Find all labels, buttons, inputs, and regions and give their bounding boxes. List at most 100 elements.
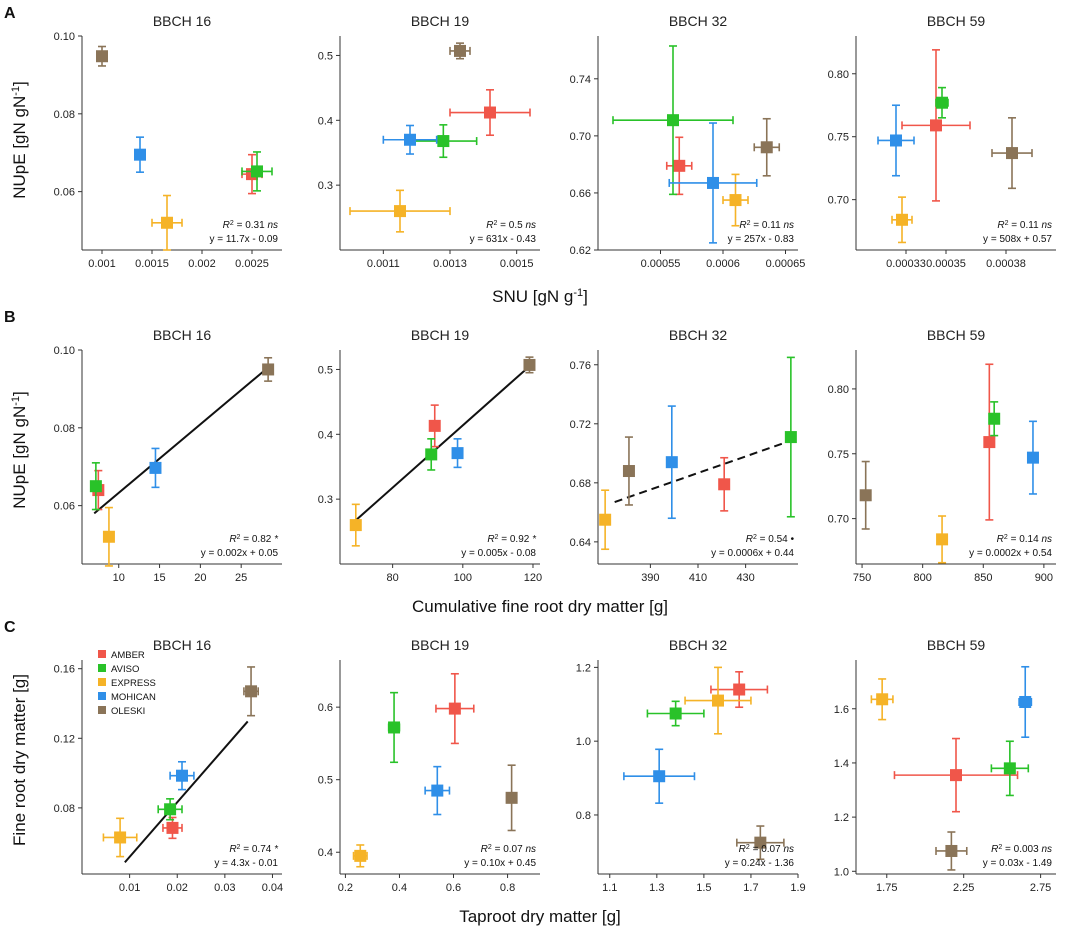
- y-tick-label: 0.75: [828, 449, 849, 461]
- point-mohican: [169, 760, 195, 791]
- x-tick-label: 120: [524, 572, 542, 584]
- point-marker: [251, 165, 263, 178]
- point-marker: [936, 533, 949, 546]
- r2-exponent: 2: [746, 844, 750, 851]
- y-tick-label: 1.2: [576, 662, 591, 674]
- regression-line: [353, 365, 531, 523]
- xlabel-row-c: Taproot dry matter [g]: [459, 907, 621, 926]
- r2-value: = 0.74: [240, 844, 274, 855]
- point-marker: [784, 431, 797, 444]
- point-aviso: [157, 798, 183, 821]
- y-tick-label: 0.4: [318, 115, 333, 127]
- y-tick-label: 0.5: [318, 775, 333, 787]
- r2-value: = 0.07: [492, 844, 526, 855]
- panel-title: BBCH 16: [153, 327, 212, 343]
- point-oleski: [736, 825, 785, 861]
- point-express: [936, 515, 949, 564]
- point-oleski: [243, 666, 259, 717]
- row-letter-a: A: [4, 5, 16, 22]
- point-amber: [665, 136, 693, 196]
- r2-value: = 0.07: [750, 844, 784, 855]
- x-tick-label: 0.00055: [641, 258, 681, 270]
- y-tick-label: 0.10: [54, 31, 75, 43]
- equation-label: y = 508x + 0.57: [983, 234, 1052, 245]
- x-tick-label: 0.4: [392, 882, 407, 894]
- equation-label: y = 0.24x - 1.36: [725, 858, 795, 869]
- y-tick-label: 0.72: [570, 419, 591, 431]
- point-aviso: [784, 356, 797, 518]
- point-express: [349, 189, 451, 233]
- point-marker: [1026, 451, 1039, 464]
- x-tick-label: 1.9: [790, 882, 805, 894]
- point-marker: [451, 447, 464, 460]
- point-marker: [149, 461, 162, 474]
- r2-label: R2 = 0.11 ns: [739, 220, 794, 232]
- legend-label-amber: AMBER: [111, 650, 145, 661]
- point-mohican: [134, 136, 146, 173]
- point-express: [684, 666, 752, 735]
- panel-6: BBCH 32 390 410 430 0.64 0.68 0.72 0.76 R2 = 0.5…: [570, 327, 798, 584]
- panel-8: BBCH 16 0.01 0.02 0.03 0.04 0.08 0.12 0.16 R2 = …: [54, 637, 284, 894]
- r2-symbol: R: [997, 220, 1004, 231]
- legend-label-express: EXPRESS: [111, 678, 156, 689]
- panel-0: BBCH 16 0.001 0.0015 0.002 0.0025 0.06 0.08 0.1…: [54, 13, 282, 270]
- y-tick-label: 0.62: [570, 245, 591, 257]
- r2-exponent: 2: [1005, 220, 1009, 227]
- point-marker: [665, 456, 678, 469]
- x-tick-label: 0.04: [262, 882, 283, 894]
- point-oleski: [96, 45, 108, 67]
- y-tick-label: 0.80: [828, 384, 849, 396]
- equation-label: y = 4.3x - 0.01: [214, 858, 278, 869]
- x-tick-label: 0.01: [119, 882, 140, 894]
- legend-label-aviso: AVISO: [111, 664, 139, 675]
- r2-symbol: R: [487, 534, 494, 545]
- r2-symbol: R: [481, 844, 488, 855]
- x-tick-label: 1.7: [743, 882, 758, 894]
- r2-exponent: 2: [753, 534, 757, 541]
- x-tick-label: 100: [454, 572, 472, 584]
- panel-title: BBCH 19: [411, 13, 470, 29]
- panel-title: BBCH 16: [153, 13, 212, 29]
- point-express: [352, 844, 368, 868]
- panel-7: BBCH 59 750 800 850 900 0.70 0.75 0.80 R2 = 0.14…: [828, 327, 1056, 584]
- point-aviso: [988, 401, 1001, 437]
- panel-4: BBCH 16 10 15 20 25 0.06 0.08 0.10 R2 = 0.82 * y …: [54, 327, 282, 584]
- point-aviso: [646, 700, 705, 727]
- y-tick-label: 1.6: [834, 704, 849, 716]
- point-marker: [428, 419, 441, 432]
- point-express: [349, 503, 362, 547]
- point-marker: [245, 685, 258, 698]
- point-marker: [448, 702, 461, 715]
- ylabel-row-a: NUpE [gN gN-1]: [10, 81, 29, 199]
- r2-exponent: 2: [495, 534, 499, 541]
- x-tick-label: 0.02: [167, 882, 188, 894]
- point-mohican: [424, 765, 451, 816]
- equation-label: y = 0.03x - 1.49: [983, 858, 1053, 869]
- point-amber: [901, 49, 971, 202]
- x-tick-label: 0.2: [338, 882, 353, 894]
- y-tick-label: 1.0: [576, 736, 591, 748]
- r2-value: = 0.14: [1008, 534, 1042, 545]
- x-tick-label: 1.75: [876, 882, 897, 894]
- legend-label-mohican: MOHICAN: [111, 692, 156, 703]
- row-letter-b: B: [4, 309, 16, 326]
- point-marker: [930, 119, 942, 132]
- point-marker: [262, 363, 275, 376]
- point-marker: [1019, 695, 1032, 708]
- point-marker: [161, 216, 173, 229]
- point-amber: [983, 363, 996, 521]
- point-express: [151, 194, 183, 251]
- point-marker: [983, 436, 996, 449]
- r2-value: = 0.11: [751, 220, 784, 231]
- point-marker: [988, 412, 1001, 425]
- x-tick-label: 2.75: [1030, 882, 1051, 894]
- point-aviso: [241, 151, 273, 192]
- r2-value: = 0.92: [498, 534, 532, 545]
- r2-significance: ns: [1041, 220, 1052, 231]
- r2-label: R2 = 0.07 ns: [481, 844, 536, 856]
- point-marker: [134, 148, 146, 161]
- point-mohican: [877, 104, 915, 177]
- r2-label: R2 = 0.11 ns: [997, 220, 1052, 232]
- point-oleski: [505, 764, 518, 832]
